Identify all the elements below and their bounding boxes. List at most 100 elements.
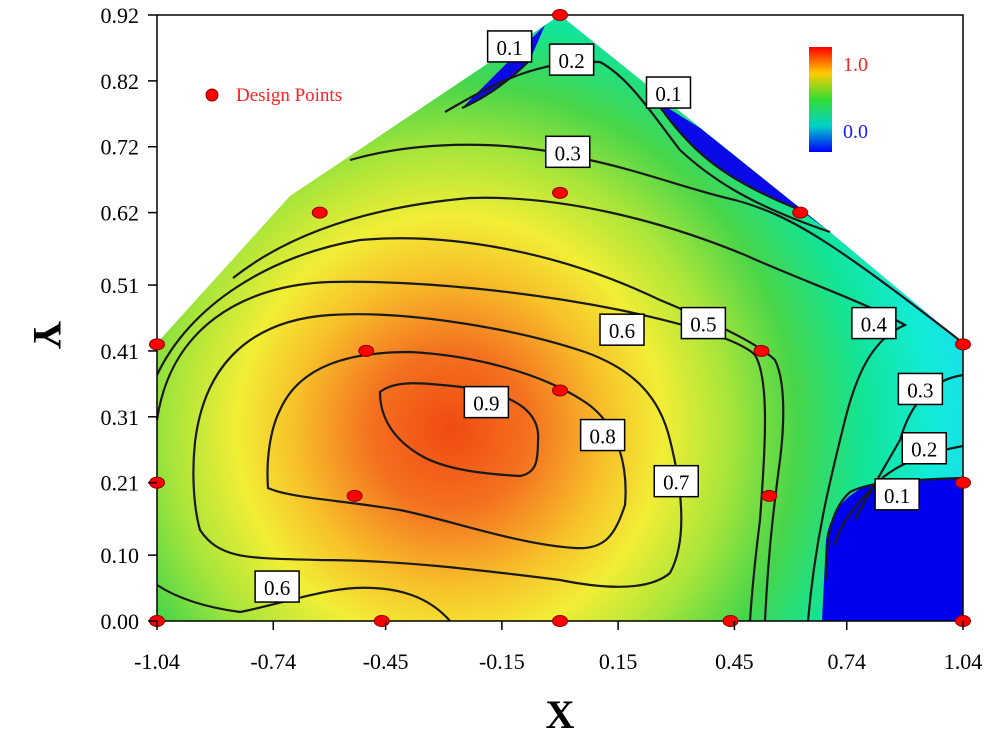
design-point [552, 9, 568, 21]
design-point [552, 615, 568, 627]
y-tick-label: 0.31 [101, 405, 140, 430]
contour-label-box [680, 306, 727, 340]
design-point [552, 384, 568, 397]
contour-label-text: 0.1 [497, 36, 523, 60]
contour-line-0.5 [156, 237, 785, 622]
contour-label-box [901, 431, 947, 465]
y-tick-label: 0.62 [101, 201, 140, 226]
contour-label-text: 0.5 [690, 313, 716, 337]
contour-label-text: 0.1 [884, 484, 910, 508]
contour-line-0.8 [266, 350, 627, 550]
contour-label-box [874, 478, 920, 511]
contour-line-0.7 [192, 313, 683, 588]
contour-line-0.4 [232, 196, 908, 622]
contour-label: 0.7 [653, 464, 699, 498]
contour-label-text: 0.2 [911, 438, 937, 462]
contour-label-text: 0.3 [555, 141, 581, 165]
contour-label-box [545, 135, 591, 169]
x-tick-label: -0.45 [363, 649, 409, 674]
design-point [722, 615, 739, 627]
design-point [552, 186, 568, 199]
y-tick-label: 0.72 [101, 135, 140, 160]
x-tick-label: -0.74 [250, 649, 296, 674]
contour-label-box [645, 76, 692, 109]
contour-label: 0.9 [463, 385, 510, 419]
contour-label-text: 0.3 [907, 378, 933, 402]
design-point [373, 615, 390, 627]
contour-line-0.2 [444, 60, 831, 234]
contour-label: 0.6 [599, 313, 645, 346]
contour-label-text: 0.1 [655, 82, 681, 106]
design-point [761, 489, 778, 502]
contour-line-0.1-top-left [461, 59, 531, 110]
colorbar: 1.0 0.0 [809, 47, 868, 152]
design-point [955, 338, 971, 351]
contour-label-text: 0.2 [559, 49, 585, 73]
contour-label: 0.3 [545, 135, 591, 169]
colorbar-min-label: 0.0 [843, 121, 868, 143]
y-axis-title: Y [25, 321, 70, 350]
contour-label-box [463, 385, 510, 419]
design-point [955, 476, 971, 489]
contour-label-box [599, 313, 645, 346]
contour-label-box [254, 570, 300, 603]
contour-label: 0.8 [579, 418, 626, 452]
contour-label-box [653, 464, 699, 498]
contour-line-0.3 [349, 143, 964, 344]
contour-labels: 0.10.20.10.30.6 0.5 0.40.90.80.30.70.20.10… [254, 30, 947, 603]
contour-label: 0.6 [254, 570, 300, 603]
design-point [792, 206, 809, 219]
contour-label-text: 0.8 [590, 425, 616, 449]
contour-label-text: 0.6 [609, 319, 635, 343]
x-tick-label: 0.74 [828, 649, 867, 674]
contour-label-box [579, 418, 626, 452]
x-tick-label: 0.45 [715, 649, 754, 674]
contour-label: 0.1 [486, 30, 533, 63]
design-point [358, 344, 375, 357]
contour-label: 0.1 [874, 478, 920, 511]
design-point [753, 344, 770, 357]
contour-line-0.6-bottom [156, 584, 451, 622]
x-tick-label: -0.15 [479, 649, 525, 674]
design-region [157, 15, 963, 621]
design-point [149, 338, 165, 351]
y-tick-label: 0.00 [101, 609, 140, 634]
design-point [311, 206, 328, 219]
legend-label: Design Points [236, 85, 342, 106]
legend-marker [205, 88, 219, 102]
y-tick-label: 0.51 [101, 273, 140, 298]
contour-label-text: 0.6 [264, 576, 290, 600]
contour-label: 0.2 [901, 431, 947, 465]
x-tick-label: -1.04 [134, 649, 180, 674]
y-tick-label: 0.41 [101, 339, 140, 364]
contour-label-text: 0.4 [861, 313, 888, 337]
x-tick-label: 1.04 [944, 649, 983, 674]
low-zone-top-right [655, 100, 830, 232]
y-tick-label: 0.82 [101, 69, 140, 94]
contour-label: 0.2 [548, 43, 595, 76]
design-point [346, 489, 363, 502]
contour-label: 0.4 [851, 306, 897, 340]
contour-label-box [851, 306, 897, 340]
contour-label-text: 0.7 [663, 471, 689, 495]
contour-label: 0.1 [645, 76, 692, 109]
contour-label-text: 0.9 [473, 392, 499, 416]
contour-label-box [486, 30, 533, 63]
colorbar-max-label: 1.0 [843, 54, 868, 76]
contour-label: 0.5 [680, 306, 727, 340]
contour-label-box [548, 43, 595, 76]
contour-label-box [897, 372, 944, 406]
y-tick-label: 0.21 [101, 471, 140, 496]
colorbar-gradient [809, 47, 832, 152]
x-axis-title: X [546, 692, 575, 737]
y-tick-label: 0.92 [101, 3, 140, 28]
contour-line-0.1-top-right [654, 99, 801, 212]
contour-label: 0.3 [897, 372, 944, 406]
legend: Design Points [205, 85, 342, 106]
contour-line-0.9 [378, 382, 540, 478]
y-tick-label: 0.10 [101, 543, 140, 568]
design-points [149, 9, 971, 627]
axes: -1.04 -0.74 -0.45 -0.15 0.15 0.45 0.74 1.040.00… [101, 3, 983, 674]
x-tick-label: 0.15 [599, 649, 638, 674]
